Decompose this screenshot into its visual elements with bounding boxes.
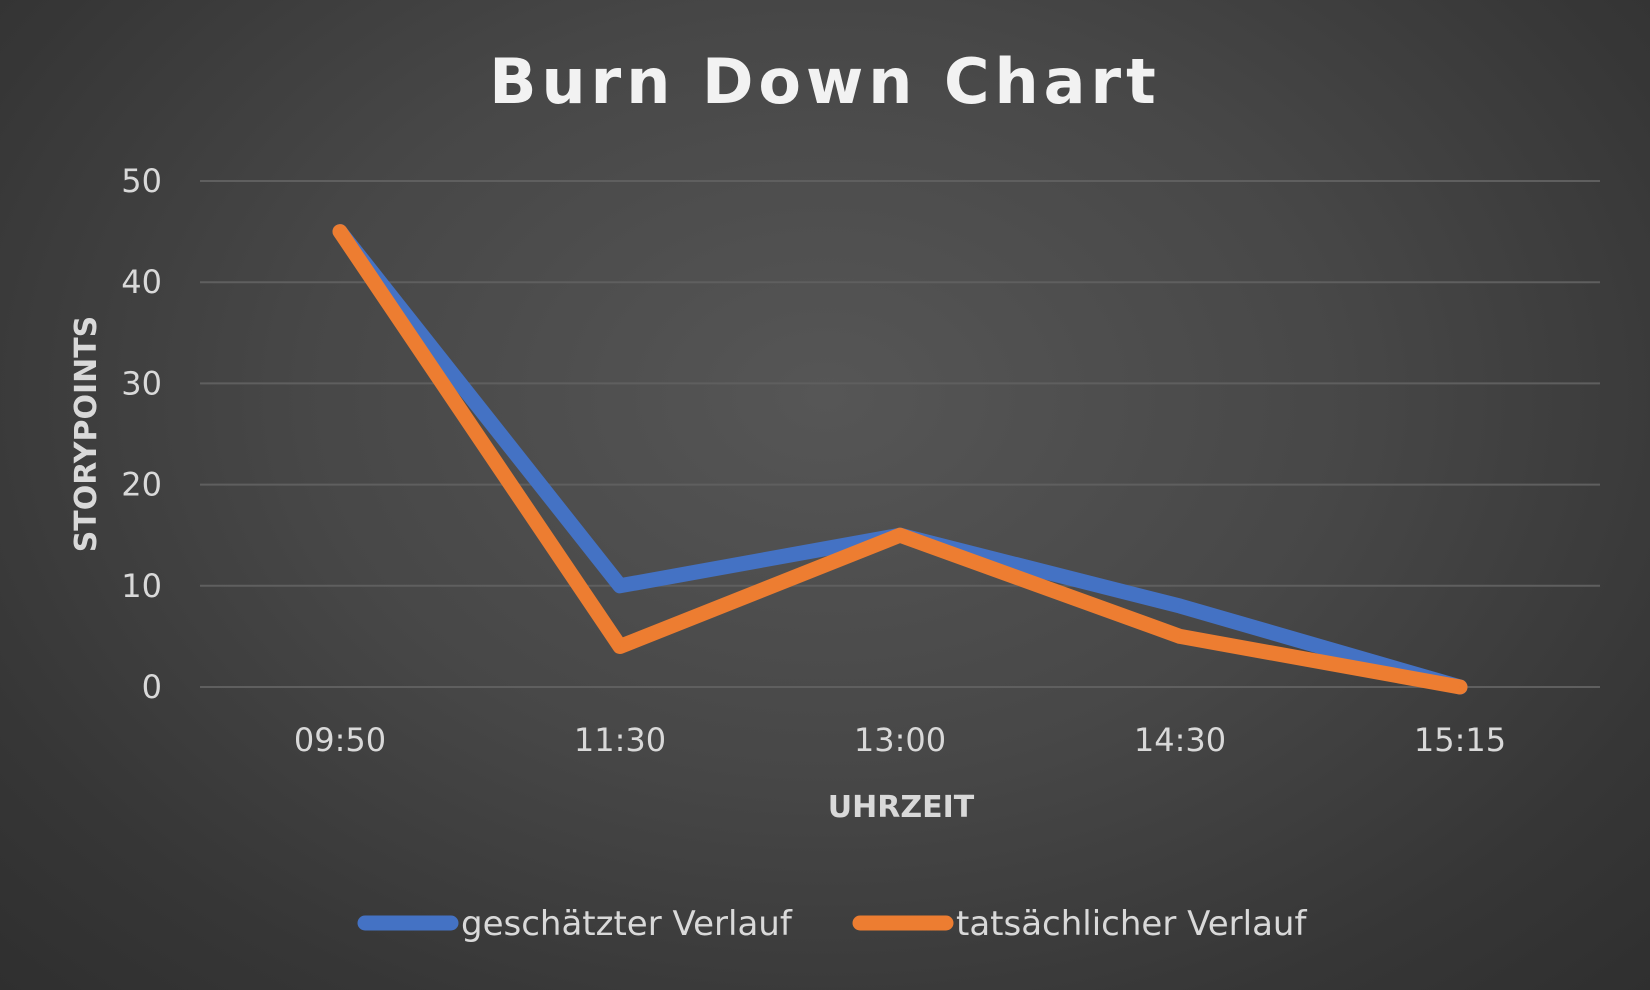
- legend-label-tatsachlicher-verlauf: tatsächlicher Verlauf: [956, 904, 1307, 944]
- data-point-geschatzter-verlauf: [1179, 605, 1181, 608]
- series-line-geschatzter-verlauf: [332, 224, 1468, 695]
- x-tick-label: 11:30: [574, 721, 666, 759]
- data-point-tatsachlicher-verlauf: [339, 230, 341, 233]
- legend-label-geschatzter-verlauf: geschätzter Verlauf: [461, 904, 793, 944]
- y-tick-label: 30: [121, 364, 162, 402]
- series-line-tatsachlicher-verlauf: [332, 224, 1468, 695]
- y-tick-label: 50: [121, 162, 162, 200]
- data-point-tatsachlicher-verlauf: [899, 534, 901, 537]
- y-tick-label: 20: [121, 466, 162, 504]
- x-axis-title: UHRZEIT: [828, 790, 975, 825]
- gridlines: [200, 180, 1600, 688]
- x-tick-label: 14:30: [1134, 721, 1226, 759]
- y-axis-title: STORYPOINTS: [69, 316, 104, 553]
- data-point-tatsachlicher-verlauf: [1459, 686, 1461, 688]
- x-tick-label: 15:15: [1414, 721, 1506, 759]
- y-tick-label: 40: [121, 263, 162, 301]
- data-point-tatsachlicher-verlauf: [1179, 635, 1181, 638]
- x-tick-label: 13:00: [854, 721, 946, 759]
- chart-title: Burn Down Chart: [489, 45, 1160, 118]
- y-tick-label: 0: [142, 668, 162, 706]
- data-point-geschatzter-verlauf: [619, 584, 621, 587]
- x-axis-ticks: 09:50 11:30 13:00 14:30 15:15: [294, 721, 1506, 759]
- y-tick-label: 10: [121, 567, 162, 605]
- data-point-tatsachlicher-verlauf: [619, 645, 621, 648]
- x-tick-label: 09:50: [294, 721, 386, 759]
- legend: geschätzter Verlauf tatsächlicher Verlauf: [357, 904, 1307, 944]
- y-axis-ticks: 0 10 20 30 40 50: [121, 162, 162, 706]
- series-lines: [332, 224, 1468, 695]
